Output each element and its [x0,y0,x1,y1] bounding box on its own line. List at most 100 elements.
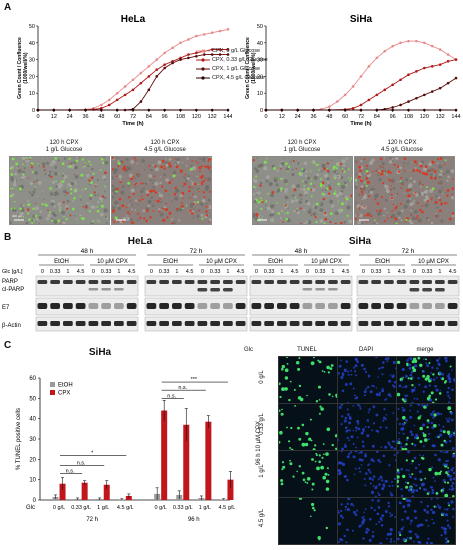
dapi-nucleus [384,398,387,401]
dapi-nucleus [404,374,408,378]
dapi-nucleus [388,505,391,508]
cell-texture [34,171,38,175]
fluorescent-cell [288,165,291,168]
dapi-nucleus [343,475,347,478]
dapi-nucleus [344,416,348,420]
cell-texture [201,199,206,203]
cell-texture [257,164,262,168]
blot-band-parp [184,280,195,284]
data-point [423,41,426,45]
cell-texture [78,157,81,159]
dapi-nucleus [406,537,409,539]
cell-texture [361,205,365,209]
blot-band-e7 [101,303,111,309]
dapi-nucleus [338,469,341,472]
fluorescent-cell [188,185,191,189]
fluorescent-cell [419,208,422,212]
cell-texture [357,220,362,224]
dapi-nucleus [367,426,370,429]
cell-texture [340,190,344,193]
tunel-positive-nucleus [308,437,312,441]
tunel-positive-nucleus [279,409,281,412]
dapi-nucleus [400,467,403,471]
dapi-nucleus [359,407,362,410]
fluorescent-cell [75,159,79,163]
blot-membrane [356,275,460,297]
fluo-image-merge [396,356,456,404]
cell-texture [168,158,172,161]
fluorescent-cell [327,192,331,195]
fluorescent-cell [376,202,380,205]
cell-texture [378,217,380,219]
fluorescent-cell [347,168,350,170]
dapi-nucleus [379,475,383,479]
dapi-nucleus [405,498,408,500]
dapi-nucleus [432,476,435,479]
data-point [407,100,410,103]
tunel-positive-nucleus [301,471,305,475]
cell-texture [53,190,55,192]
dapi-nucleus [407,357,410,360]
data-point [328,105,331,108]
fluorescent-cell [192,202,195,205]
fluorescent-cell [101,200,103,202]
dapi-nucleus [406,394,409,397]
dapi-nucleus [422,454,425,457]
cell-texture [360,160,363,163]
blot-band-e7 [384,303,394,309]
tunel-positive-nucleus [428,467,432,472]
tunel-positive-nucleus [328,393,331,396]
fluorescent-cell [295,168,297,170]
cell-texture [53,205,56,208]
fluorescent-cell [345,197,349,201]
data-point [454,76,458,80]
tunel-positive-nucleus [406,436,409,440]
fluorescent-cell [59,222,62,224]
dapi-nucleus [434,453,437,457]
cell-texture [199,202,204,206]
fluorescent-cell [440,202,443,206]
cell-texture [326,177,330,181]
cell-texture [158,208,161,211]
tunel-positive-nucleus [419,440,423,444]
fluo-image-tunel [278,497,338,545]
cell-texture [154,181,159,186]
cell-texture [437,196,441,199]
dapi-nucleus [371,535,375,538]
cell-texture [322,185,325,187]
cell-texture [125,215,128,217]
blot-membrane [249,297,353,316]
dapi-nucleus [428,384,431,387]
blot-glc-value: 4.5 [449,269,457,275]
cell-texture [192,216,195,219]
cell-texture [382,166,385,169]
cell-texture [66,199,70,203]
cell-texture [413,209,418,214]
cell-texture [112,184,115,188]
tunel-positive-nucleus [399,533,402,537]
dapi-nucleus [355,451,358,453]
fluorescent-cell [390,193,393,196]
fluorescent-cell [326,162,329,165]
fluorescent-cell [377,171,380,174]
cell-texture [141,159,145,163]
cell-texture [342,164,346,167]
cell-texture [165,163,169,167]
tunel-positive-nucleus [281,468,284,471]
fluorescent-cell [201,183,204,186]
fluorescent-cell [434,200,438,204]
fluorescent-cell [361,193,364,196]
fluorescent-cell [381,170,384,173]
dapi-nucleus [344,443,346,446]
cell-texture [253,214,256,219]
cell-texture [434,174,437,178]
dapi-nucleus [344,505,348,509]
cell-texture [125,216,131,222]
dapi-nucleus [410,370,414,374]
tunel-positive-nucleus [446,430,451,434]
micro-label-line: 120 h CPX [387,140,417,146]
fluorescent-cell [343,170,346,173]
dapi-nucleus [363,511,365,514]
dapi-nucleus [440,413,443,416]
dapi-nucleus [347,373,350,376]
